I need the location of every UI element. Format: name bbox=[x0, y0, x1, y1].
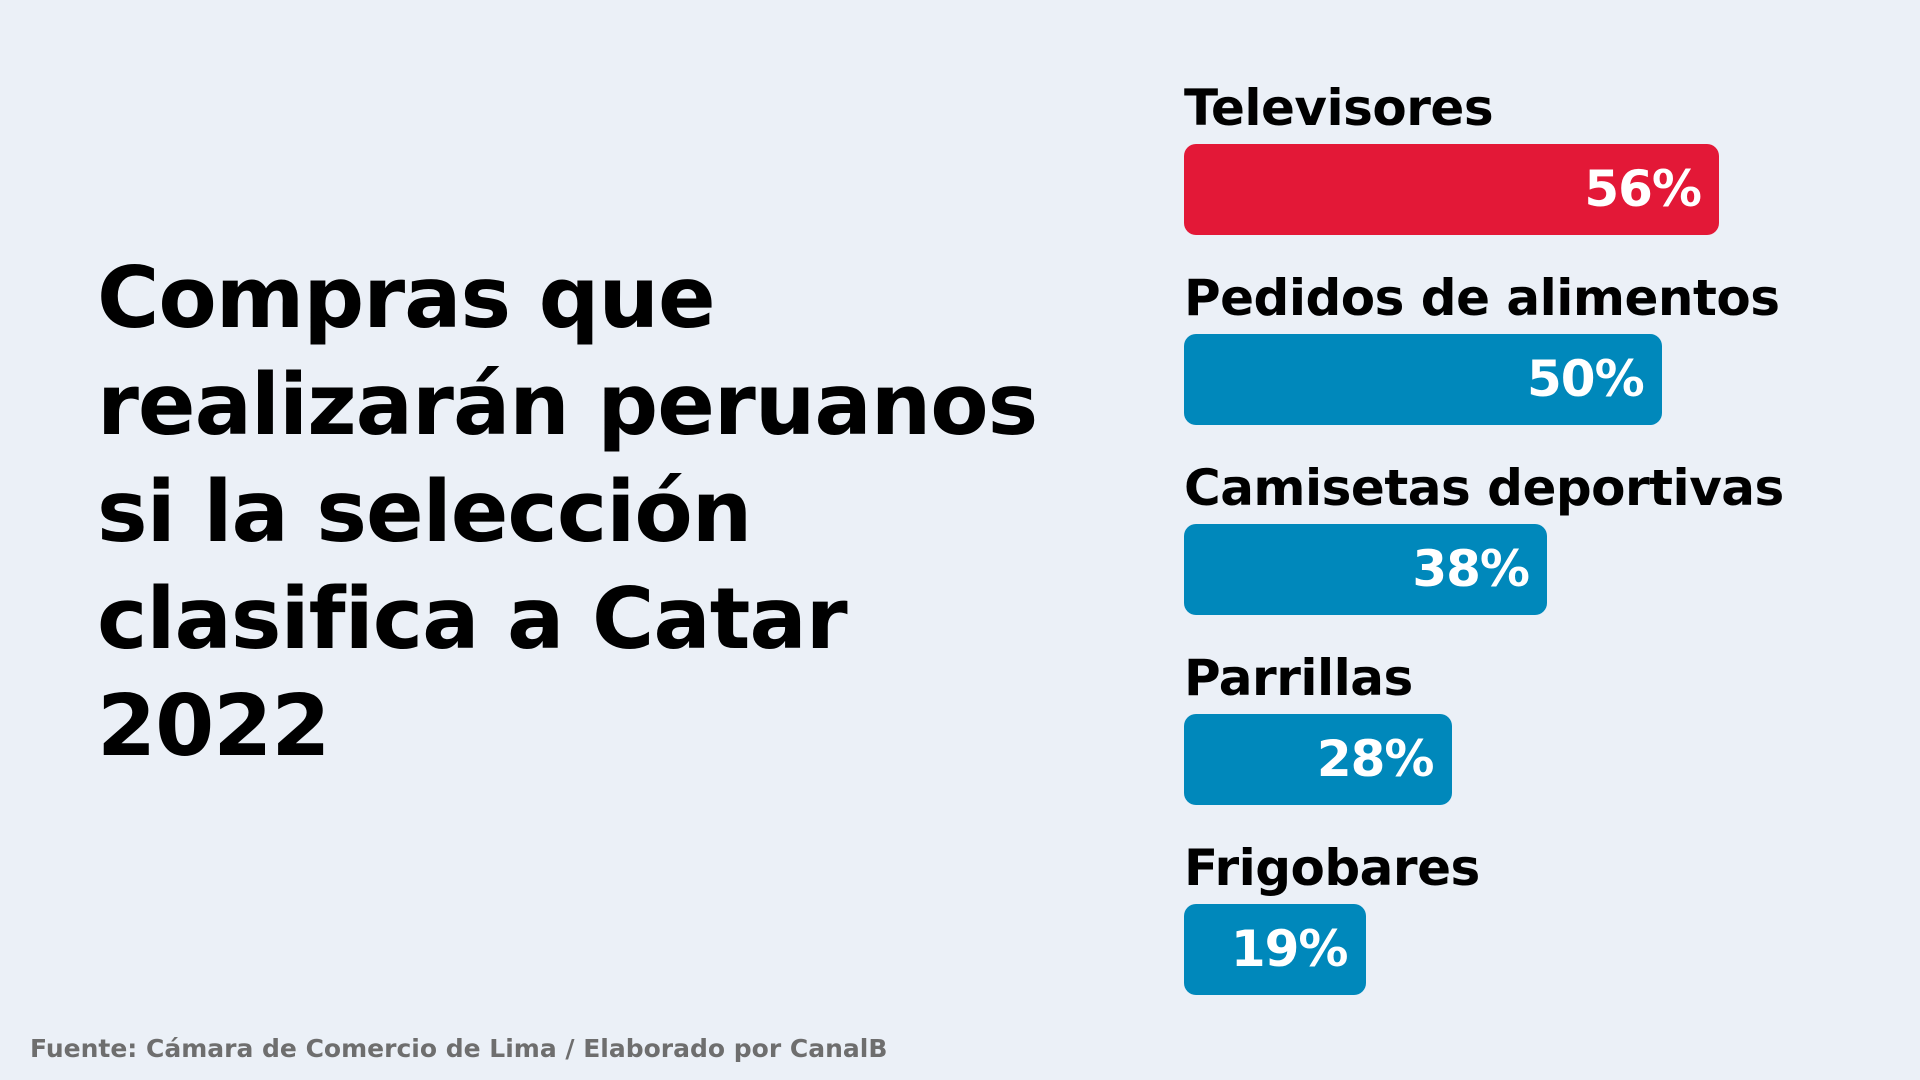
title-line: 2022 bbox=[97, 677, 331, 776]
value-label: 28% bbox=[1316, 730, 1435, 788]
value-label: 19% bbox=[1230, 920, 1349, 978]
chart-title: Compras que realizarán peruanos si la se… bbox=[97, 245, 1077, 780]
bar: 50% bbox=[1184, 334, 1662, 425]
title-line: Compras que bbox=[97, 249, 716, 348]
category-label: Frigobares bbox=[1184, 839, 1480, 897]
title-line: realizarán peruanos bbox=[97, 356, 1038, 455]
category-label: Televisores bbox=[1184, 79, 1494, 137]
source-note: Fuente: Cámara de Comercio de Lima / Ela… bbox=[30, 1034, 888, 1063]
bar: 28% bbox=[1184, 714, 1452, 805]
value-label: 38% bbox=[1412, 540, 1530, 598]
value-label: 56% bbox=[1584, 160, 1702, 218]
category-label: Parrillas bbox=[1184, 649, 1413, 707]
category-label: Pedidos de alimentos bbox=[1184, 269, 1780, 327]
bar: 19% bbox=[1184, 904, 1366, 995]
bar: 38% bbox=[1184, 524, 1548, 615]
title-line: clasifica a Catar bbox=[97, 570, 848, 669]
title-line: si la selección bbox=[97, 463, 752, 562]
bar: 56% bbox=[1184, 144, 1719, 235]
bar-chart: Televisores 56% Pedidos de alimentos 50% Cam… bbox=[1184, 0, 1884, 1080]
category-label: Camisetas deportivas bbox=[1184, 459, 1784, 517]
value-label: 50% bbox=[1526, 350, 1645, 408]
